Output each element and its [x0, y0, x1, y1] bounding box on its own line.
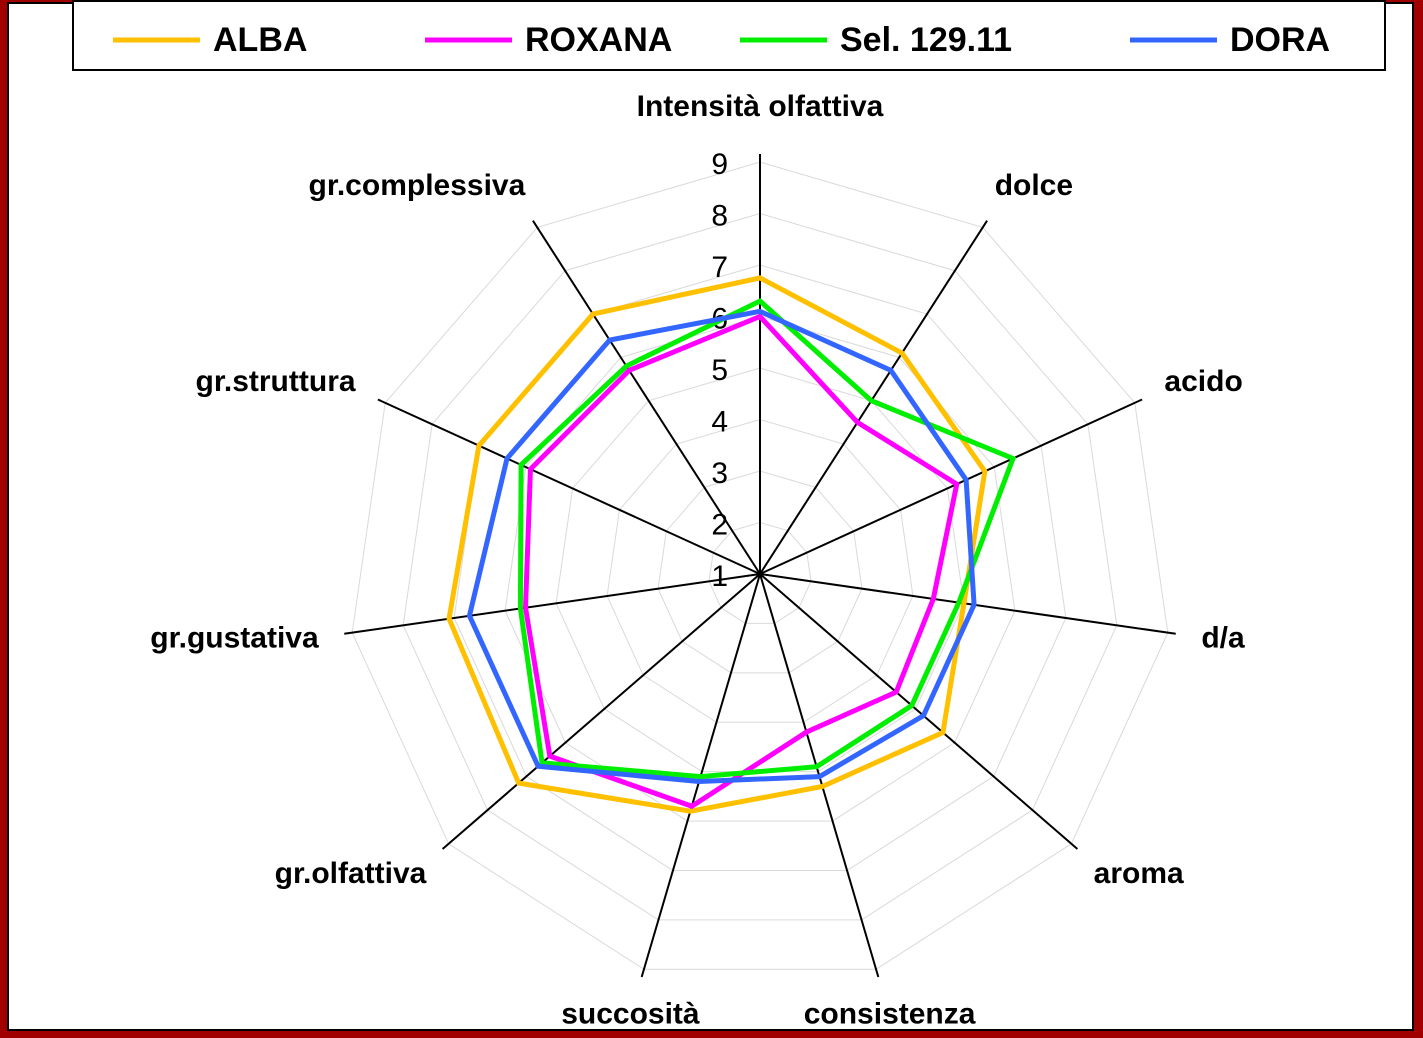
axis-line: [532, 220, 761, 575]
r-tick-label: 2: [711, 508, 728, 541]
series-line: [446, 275, 988, 814]
axis-label: gr.olfattiva: [275, 857, 427, 890]
axis-label: consistenza: [804, 997, 976, 1030]
series-line: [523, 313, 960, 810]
legend-label: Sel. 129.11: [840, 21, 1012, 59]
r-tick-label: 3: [711, 457, 728, 490]
axis-line: [441, 573, 761, 850]
axis-line: [759, 573, 1079, 850]
grid-line: [606, 418, 914, 723]
axis-label: acido: [1164, 365, 1242, 398]
legend-label: ROXANA: [525, 21, 672, 59]
axis-label: gr.struttura: [196, 365, 356, 398]
r-tick-label: 9: [711, 148, 728, 181]
axis-line: [759, 220, 988, 575]
r-tick-label: 7: [711, 251, 728, 284]
axis-label: gr.gustativa: [150, 621, 319, 654]
grid-line: [657, 470, 863, 674]
axis-line: [759, 398, 1143, 575]
legend-label: ALBA: [213, 21, 307, 59]
series-line: [466, 308, 977, 785]
axis-line: [377, 398, 761, 575]
series-line: [517, 298, 1017, 780]
r-tick-label: 8: [711, 199, 728, 232]
plot-background: [7, 2, 1414, 1031]
axis-line: [344, 573, 761, 635]
r-tick-label: 5: [711, 354, 728, 387]
axis-label: gr.complessiva: [309, 169, 526, 202]
axis-label: succosità: [561, 997, 700, 1030]
grid-line: [708, 521, 812, 624]
grid-line: [402, 212, 1118, 921]
axis-label: Intensità olfattiva: [637, 90, 884, 123]
axis-label: dolce: [995, 169, 1073, 202]
axis-label: aroma: [1094, 857, 1184, 890]
r-tick-label: 4: [711, 405, 728, 438]
axis-label: d/a: [1201, 621, 1245, 654]
grid-line: [351, 161, 1169, 970]
axis-line: [759, 573, 1176, 635]
legend-label: DORA: [1230, 21, 1330, 59]
r-tick-label: 1: [711, 560, 728, 593]
legend-box: [72, 0, 1386, 71]
